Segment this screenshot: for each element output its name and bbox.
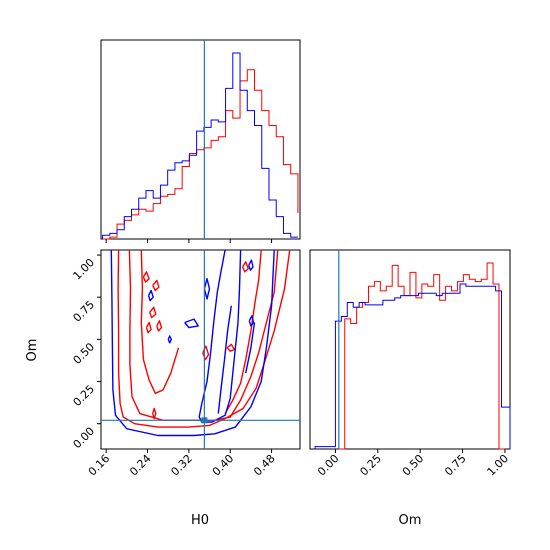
contour-line-s1-7 [167, 335, 173, 344]
h0-histogram-frame [100, 39, 301, 240]
h0-histogram-panel [100, 39, 301, 243]
contour-line-s0-6 [148, 306, 157, 319]
h0-histogram-series-1 [102, 52, 298, 239]
contour-line-s0-2 [140, 250, 180, 394]
contour-line-s1-3 [245, 322, 256, 374]
contour-line-s0-0 [117, 250, 291, 428]
contour-line-s1-4 [184, 318, 199, 329]
contour-line-s0-4 [142, 271, 150, 283]
contour-truth-marker [201, 417, 208, 424]
h0-axis-label: H0 [191, 513, 209, 528]
om-histogram-frame [309, 249, 511, 450]
om-histogram-series-0 [338, 262, 505, 450]
contour-frame [100, 249, 301, 450]
contour-line-s1-6 [147, 289, 154, 302]
contour-line-s0-8 [156, 320, 163, 332]
contour-line-s1-8 [248, 315, 255, 327]
om-histogram-series-1 [314, 283, 511, 449]
om-histogram-axis-label: Om [399, 513, 422, 528]
contour-line-s0-3 [224, 250, 262, 414]
contour-line-s1-0 [110, 250, 275, 437]
contour-line-s1-9 [248, 259, 254, 271]
om-axis-label: Om [25, 339, 40, 362]
contour-line-s0-11 [241, 261, 250, 273]
contour-line-s0-12 [152, 407, 157, 420]
contour-line-s0-7 [145, 321, 152, 334]
contour-line-s0-10 [226, 343, 236, 352]
contour-line-s0-5 [152, 279, 160, 292]
contour-line-s1-5 [203, 278, 211, 300]
contour-line-s1-2 [217, 305, 232, 414]
